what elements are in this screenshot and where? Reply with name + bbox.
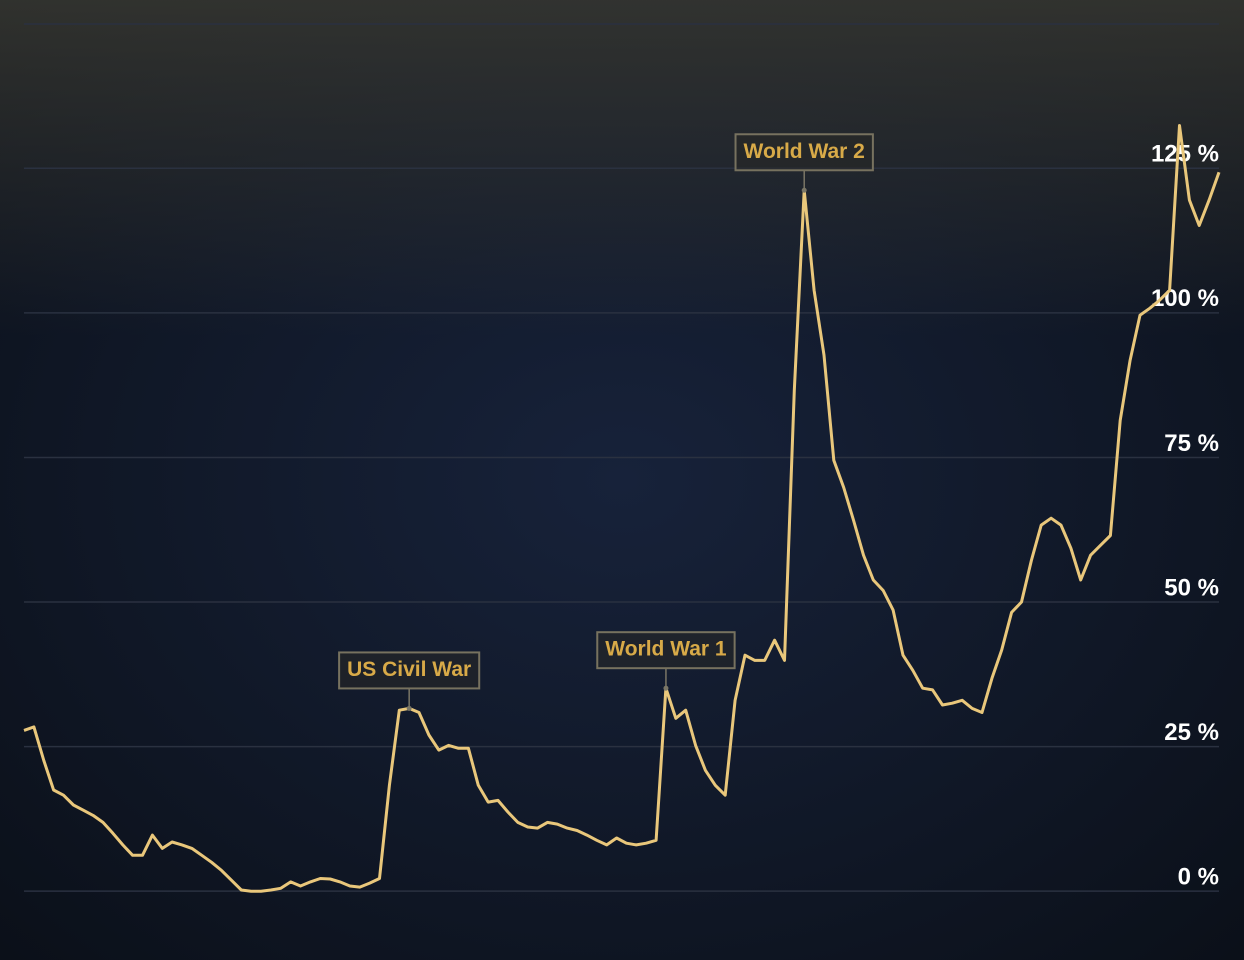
annotation-box (338, 651, 481, 690)
annotation-dot (406, 705, 412, 711)
annotation-label: World War 1 (605, 638, 727, 661)
y-tick-label: 75 % (1164, 430, 1219, 457)
annotation-dot (663, 685, 669, 691)
annotation: World War 2 (734, 133, 874, 193)
annotation: World War 1 (596, 631, 736, 691)
y-tick-label: 0 % (1178, 864, 1219, 891)
annotation-label: World War 2 (744, 140, 865, 163)
annotation-dot (801, 187, 807, 193)
annotation: US Civil War (338, 651, 481, 711)
y-tick-label: 50 % (1164, 574, 1219, 601)
data-line (23, 124, 1221, 893)
annotation-label: US Civil War (347, 658, 471, 681)
annotation-box (596, 631, 736, 670)
y-tick-label: 25 % (1164, 719, 1219, 746)
annotation-box (734, 133, 874, 172)
